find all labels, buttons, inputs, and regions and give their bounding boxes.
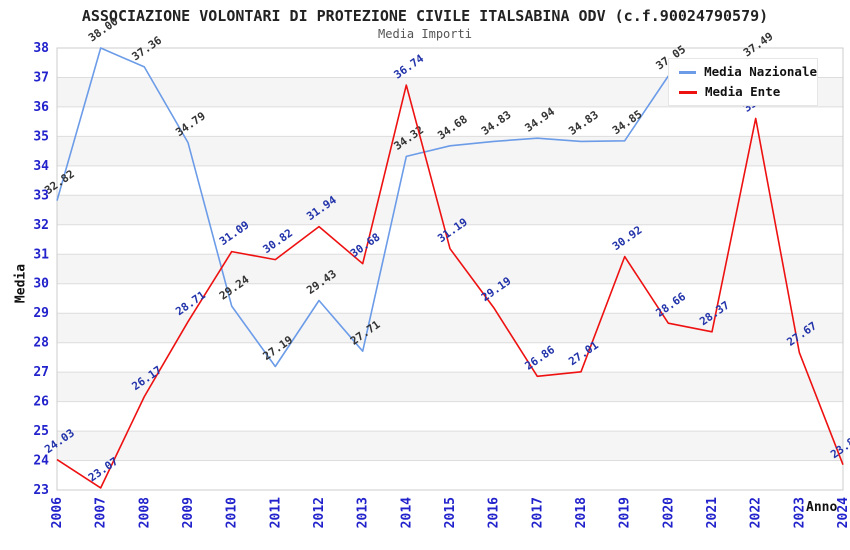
legend-swatch-media-ente <box>679 90 697 94</box>
y-tick-label: 37 <box>33 71 49 86</box>
legend-label-media-ente: Media Ente <box>705 84 781 99</box>
x-tick-label: 2008 <box>137 497 152 528</box>
y-tick-label: 27 <box>33 365 49 380</box>
grid-band <box>57 342 843 373</box>
x-tick-label: 2015 <box>443 497 458 528</box>
grid-band <box>57 313 843 343</box>
grid-band <box>57 283 843 314</box>
x-tick-label: 2023 <box>792 497 807 528</box>
x-tick-label: 2006 <box>50 497 65 528</box>
x-tick-label: 2019 <box>618 497 633 528</box>
grid-band <box>57 401 843 432</box>
legend-item-media-ente: Media Ente <box>679 84 817 100</box>
x-axis-title: Anno <box>806 500 838 515</box>
x-tick-label: 2014 <box>399 497 414 528</box>
y-tick-label: 36 <box>33 100 49 115</box>
plot-border <box>56 47 844 491</box>
grid-band <box>57 254 843 284</box>
x-tick-label: 2010 <box>225 497 240 528</box>
chart-title: ASSOCIAZIONE VOLONTARI DI PROTEZIONE CIV… <box>81 7 769 25</box>
x-tick-label: 2021 <box>705 497 720 528</box>
y-tick-label: 32 <box>33 218 49 233</box>
point-label-media-nazionale: 38.00 <box>86 15 121 45</box>
x-tick-label: 2022 <box>749 497 764 528</box>
series-line-media-ente <box>56 84 844 489</box>
x-tick-label: 2020 <box>661 497 676 528</box>
y-tick-label: 29 <box>33 306 49 321</box>
y-tick-label: 30 <box>33 277 49 292</box>
y-tick-label: 38 <box>33 41 49 56</box>
grid-band <box>57 106 843 137</box>
y-tick-label: 25 <box>33 424 49 439</box>
y-axis-title: Media <box>13 263 29 304</box>
y-tick-label: 24 <box>33 454 49 469</box>
grid-band <box>57 165 843 196</box>
x-tick-label: 2011 <box>268 497 283 528</box>
legend-item-media-nazionale: Media Nazionale <box>679 64 817 80</box>
y-tick-label: 28 <box>33 336 49 351</box>
y-tick-label: 33 <box>33 188 49 203</box>
legend-label-media-nazionale: Media Nazionale <box>704 64 817 79</box>
series-line-media-nazionale <box>56 47 756 368</box>
x-tick-label: 2018 <box>574 497 589 528</box>
x-tick-label: 2017 <box>530 497 545 528</box>
y-tick-label: 26 <box>33 395 49 410</box>
legend-swatch-media-nazionale <box>679 70 697 74</box>
grid-band <box>57 136 843 166</box>
x-tick-label: 2024 <box>836 497 850 528</box>
x-tick-label: 2013 <box>356 497 371 528</box>
x-tick-label: 2016 <box>487 497 502 528</box>
y-tick-label: 35 <box>33 129 49 144</box>
chart-subtitle: Media Importi <box>378 27 472 41</box>
x-tick-label: 2009 <box>181 497 196 528</box>
y-tick-label: 23 <box>33 483 49 498</box>
x-tick-label: 2012 <box>312 497 327 528</box>
grid-band <box>57 195 843 225</box>
x-tick-label: 2007 <box>94 497 109 528</box>
grid-band <box>57 460 843 490</box>
legend: Media Nazionale Media Ente <box>668 58 818 106</box>
grid-band <box>57 431 843 461</box>
grid-band <box>57 372 843 402</box>
y-tick-label: 34 <box>33 159 49 174</box>
y-tick-label: 31 <box>33 247 49 262</box>
